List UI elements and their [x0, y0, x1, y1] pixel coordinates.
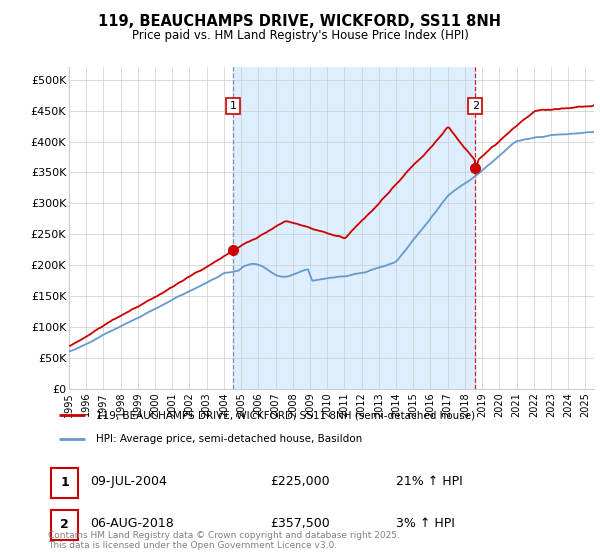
Text: 1: 1: [60, 477, 69, 489]
Text: 2: 2: [60, 519, 69, 531]
Text: Contains HM Land Registry data © Crown copyright and database right 2025.
This d: Contains HM Land Registry data © Crown c…: [48, 530, 400, 550]
Text: 06-AUG-2018: 06-AUG-2018: [90, 517, 174, 530]
Text: HPI: Average price, semi-detached house, Basildon: HPI: Average price, semi-detached house,…: [95, 434, 362, 444]
Text: 1: 1: [229, 101, 236, 111]
Text: 119, BEAUCHAMPS DRIVE, WICKFORD, SS11 8NH: 119, BEAUCHAMPS DRIVE, WICKFORD, SS11 8N…: [98, 14, 502, 29]
Text: £357,500: £357,500: [270, 517, 330, 530]
Text: 21% ↑ HPI: 21% ↑ HPI: [396, 475, 463, 488]
Text: 3% ↑ HPI: 3% ↑ HPI: [396, 517, 455, 530]
Bar: [233, 67, 475, 389]
Text: £225,000: £225,000: [270, 475, 329, 488]
Text: 119, BEAUCHAMPS DRIVE, WICKFORD, SS11 8NH (semi-detached house): 119, BEAUCHAMPS DRIVE, WICKFORD, SS11 8N…: [95, 410, 475, 420]
Text: Price paid vs. HM Land Registry's House Price Index (HPI): Price paid vs. HM Land Registry's House …: [131, 29, 469, 42]
Text: 2: 2: [472, 101, 479, 111]
Text: 09-JUL-2004: 09-JUL-2004: [90, 475, 167, 488]
